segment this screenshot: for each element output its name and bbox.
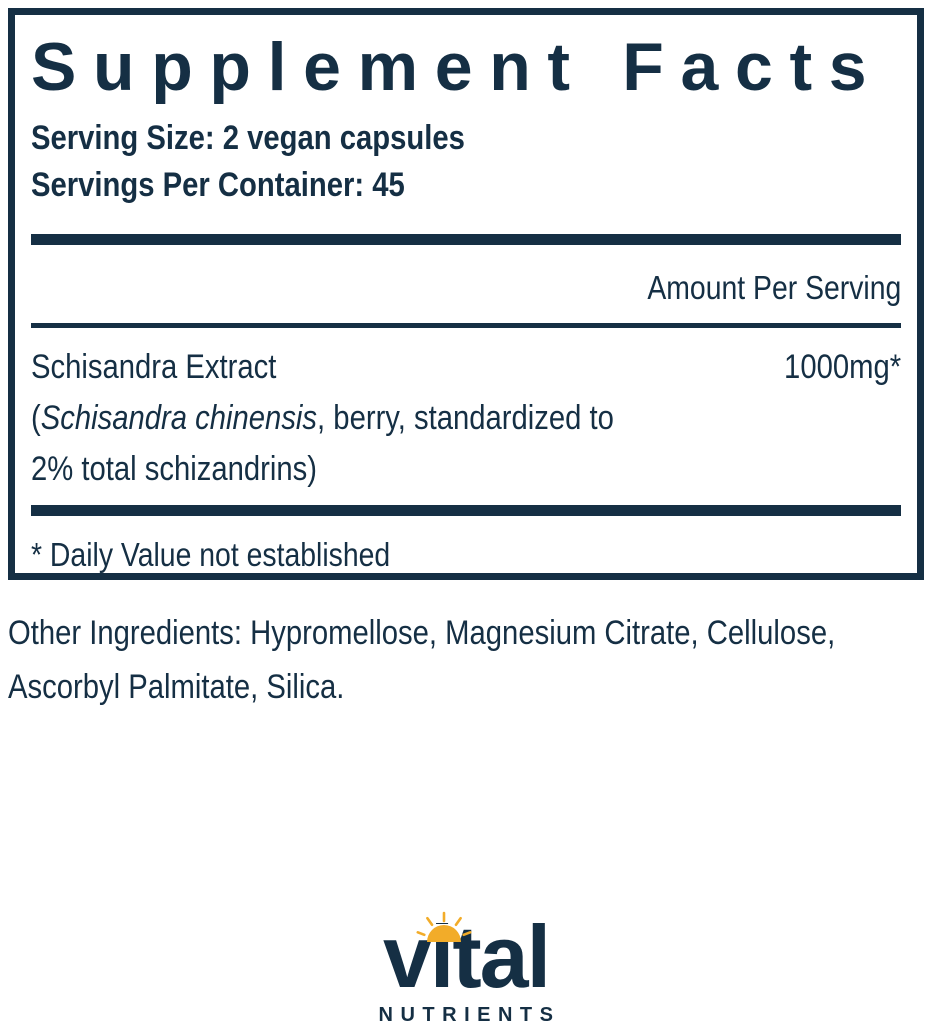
daily-value-footnote: * Daily Value not established (31, 535, 391, 573)
logo-wordmark-wrap: vital (382, 907, 551, 1006)
divider-thin (31, 323, 901, 329)
supplement-facts-panel: Supplement Facts Serving Size: 2 vegan c… (8, 8, 924, 580)
servings-per-container-line: Servings Per Container: 45 (31, 165, 405, 204)
ingredient-row: Schisandra Extract 1000mg* (31, 346, 901, 389)
logo-wordmark: vital (382, 907, 551, 1006)
amount-per-serving-header: Amount Per Serving (647, 268, 901, 306)
vital-nutrients-logo: vital NUTRIENTS (0, 907, 932, 1024)
detail-line1-rest: , berry, standardized to (317, 398, 614, 437)
divider-thick-bottom (31, 504, 901, 516)
serving-size-line: Serving Size: 2 vegan capsules (31, 119, 465, 157)
other-ingredients: Other Ingredients: Hypromellose, Magnesi… (8, 606, 835, 715)
supplement-facts-title: Supplement Facts (31, 29, 884, 105)
divider-thick-top (31, 233, 901, 245)
detail-line2: 2% total schizandrins) (31, 449, 318, 488)
other-ingredients-line2: Ascorbyl Palmitate, Silica. (8, 668, 345, 707)
amount-per-serving-header-row: Amount Per Serving (31, 267, 901, 308)
detail-open-paren: ( (31, 398, 41, 437)
ingredient-detail: (Schisandra chinensis, berry, standardiz… (31, 393, 779, 495)
logo-subtext: NUTRIENTS (378, 1004, 561, 1024)
detail-latin-name: Schisandra chinensis (40, 398, 318, 437)
ingredient-amount: 1000mg* (783, 348, 901, 387)
ingredient-name: Schisandra Extract (31, 348, 277, 387)
other-ingredients-line1: Other Ingredients: Hypromellose, Magnesi… (8, 614, 836, 652)
